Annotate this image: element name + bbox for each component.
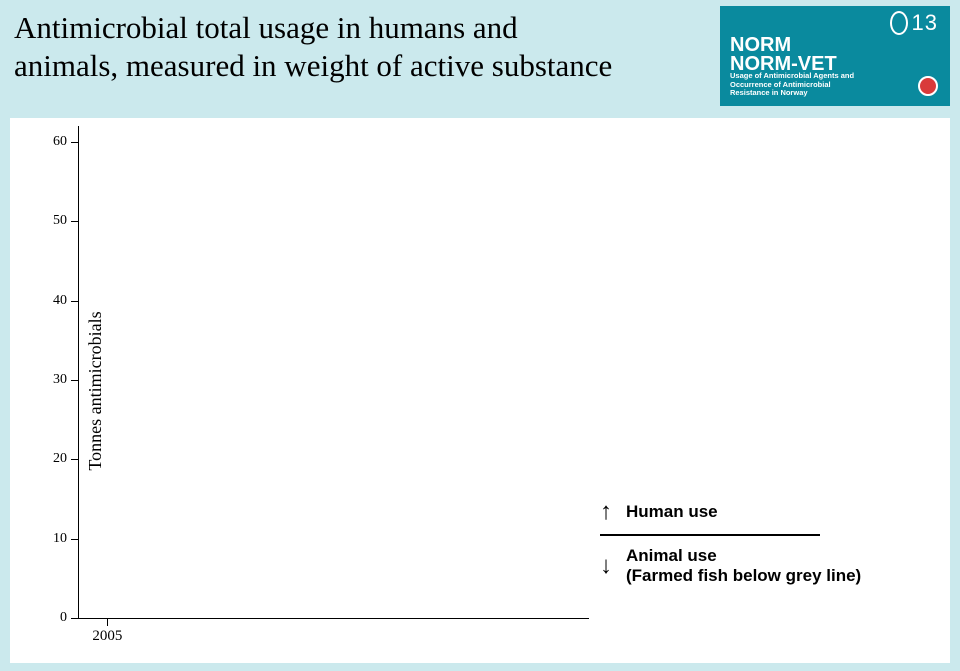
logo-subtitle: Usage of Antimicrobial Agents and Occurr… bbox=[730, 72, 860, 98]
bars-layer bbox=[79, 126, 589, 618]
title-line-1: Antimicrobial total usage in humans and bbox=[14, 10, 694, 46]
y-tick bbox=[71, 142, 79, 143]
chart-panel: Tonnes antimicrobials 01020304050602005 … bbox=[10, 118, 950, 663]
animal-use-sublabel: (Farmed fish below grey line) bbox=[626, 566, 861, 585]
human-use-label: Human use bbox=[626, 502, 718, 522]
y-tick-label: 50 bbox=[53, 213, 67, 229]
logo-year: 13 bbox=[890, 10, 938, 36]
y-tick bbox=[71, 301, 79, 302]
arrow-down-icon: ↓ bbox=[600, 554, 612, 578]
animal-use-label: Animal use bbox=[626, 546, 717, 565]
y-tick-label: 60 bbox=[53, 134, 67, 150]
logo-year-text: 13 bbox=[912, 10, 938, 36]
divider bbox=[600, 534, 820, 536]
y-tick-label: 10 bbox=[53, 531, 67, 547]
y-tick bbox=[71, 380, 79, 381]
animal-use-row: ↓ Animal use (Farmed fish below grey lin… bbox=[600, 546, 861, 586]
y-tick bbox=[71, 618, 79, 619]
use-labels: ↑ Human use ↓ Animal use (Farmed fish be… bbox=[600, 498, 861, 588]
y-tick-label: 40 bbox=[53, 293, 67, 309]
y-tick-label: 0 bbox=[60, 610, 67, 626]
slide-root: Antimicrobial total usage in humans and … bbox=[0, 0, 960, 671]
x-tick-label: 2005 bbox=[92, 628, 122, 645]
y-tick-label: 30 bbox=[53, 372, 67, 388]
logo-title: NORM NORM-VET bbox=[730, 36, 837, 74]
slide-title: Antimicrobial total usage in humans and … bbox=[14, 10, 694, 85]
logo-dot-icon bbox=[918, 76, 938, 96]
human-use-row: ↑ Human use bbox=[600, 500, 861, 524]
x-tick bbox=[107, 618, 108, 626]
y-tick-label: 20 bbox=[53, 451, 67, 467]
y-tick bbox=[71, 221, 79, 222]
y-tick bbox=[71, 459, 79, 460]
report-logo: 13 NORM NORM-VET Usage of Antimicrobial … bbox=[720, 6, 950, 106]
arrow-up-icon: ↑ bbox=[600, 500, 612, 524]
digit-icon bbox=[890, 11, 908, 35]
y-tick bbox=[71, 539, 79, 540]
title-line-2: animals, measured in weight of active su… bbox=[14, 48, 694, 84]
plot-area: 01020304050602005 bbox=[78, 126, 589, 619]
